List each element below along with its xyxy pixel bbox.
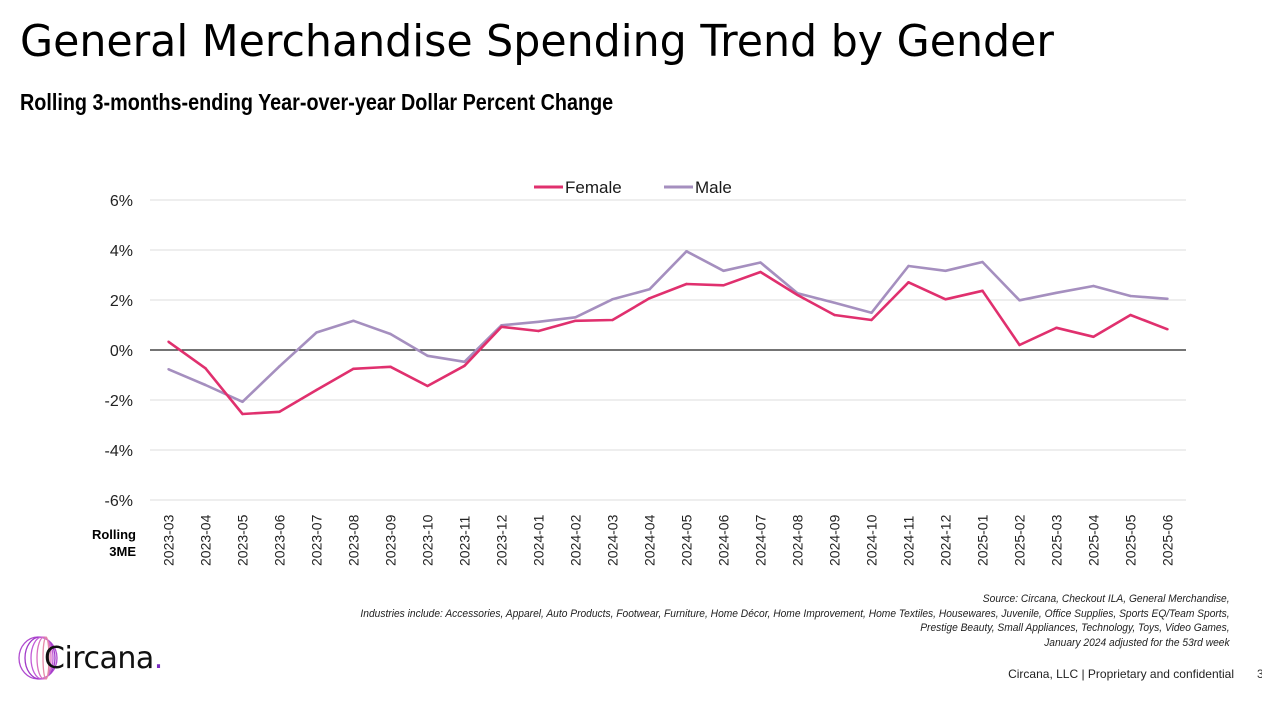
x-tick-label: 2024-11 xyxy=(901,515,917,566)
data-point-male xyxy=(722,269,725,272)
y-tick-label: -4% xyxy=(105,443,133,460)
data-point-male xyxy=(944,269,947,272)
y-tick-label: 4% xyxy=(110,243,133,260)
circana-logo: Circana. xyxy=(16,634,163,682)
data-point-male xyxy=(537,320,540,323)
data-point-male xyxy=(981,260,984,264)
source-line: January 2024 adjusted for the 53rd week xyxy=(1044,636,1230,649)
x-tick-label: 2024-03 xyxy=(605,514,621,566)
x-tick-label: 2023-06 xyxy=(272,514,288,566)
series-line-male xyxy=(167,250,1168,404)
x-tick-label: 2023-09 xyxy=(383,514,399,566)
data-point-male xyxy=(648,288,651,291)
x-tick-label: 2024-09 xyxy=(827,514,843,566)
footer-confidential: Circana, LLC | Proprietary and confident… xyxy=(1008,667,1234,681)
logo-name: Circana xyxy=(44,640,154,676)
x-axis-label-line1: Rolling xyxy=(92,527,136,542)
x-tick-label: 2024-07 xyxy=(753,514,769,566)
data-point-male xyxy=(463,360,466,363)
x-tick-label: 2025-03 xyxy=(1049,514,1065,566)
gridlines xyxy=(150,199,1186,501)
x-tick-label: 2024-05 xyxy=(679,514,695,566)
x-tick-label: 2023-07 xyxy=(309,514,325,566)
x-tick-label: 2024-10 xyxy=(864,514,880,566)
series-line-female xyxy=(167,270,1168,416)
y-tick-label: 0% xyxy=(110,343,133,360)
x-tick-label: 2024-04 xyxy=(642,514,658,566)
page-subtitle: Rolling 3-months-ending Year-over-year D… xyxy=(20,89,614,115)
data-point-male xyxy=(833,301,836,304)
y-tick-label: -6% xyxy=(105,493,133,510)
data-point-male xyxy=(611,298,614,301)
x-axis-label-line2: 3ME xyxy=(109,544,136,559)
data-point-male xyxy=(389,332,392,336)
x-tick-label: 2023-03 xyxy=(161,514,177,566)
data-point-male xyxy=(241,400,244,403)
data-point-male xyxy=(1166,297,1169,300)
data-point-male xyxy=(759,261,762,264)
data-point-male xyxy=(1129,294,1132,298)
legend: Female Male xyxy=(534,178,732,197)
legend-label-female: Female xyxy=(565,178,622,197)
data-point-male xyxy=(167,368,170,371)
page-number: 3 xyxy=(1257,667,1262,681)
source-line: Prestige Beauty, Small Appliances, Techn… xyxy=(920,622,1230,634)
data-point-male xyxy=(426,354,429,357)
x-axis-ticks: 2023-03 2023-04 2023-05 2023-06 2023-07 2023-… xyxy=(161,514,1176,566)
source-notes: Source: Circana, Checkout ILA, General M… xyxy=(295,592,1230,650)
data-point-male xyxy=(204,383,207,387)
data-point-male xyxy=(685,250,688,253)
data-point-male xyxy=(1018,299,1021,302)
x-tick-label: 2023-12 xyxy=(494,514,510,566)
x-tick-label: 2024-08 xyxy=(790,514,806,566)
logo-wordmark: Circana. xyxy=(44,641,163,676)
legend-label-male: Male xyxy=(695,178,732,197)
data-point-male xyxy=(574,316,577,319)
y-axis-ticks: 6% 4% 2% 0% -2% -4% -6% xyxy=(105,193,133,510)
logo-sphere-icon xyxy=(18,636,58,680)
data-point-male xyxy=(278,365,281,368)
data-point-male xyxy=(907,264,910,268)
y-tick-label: 2% xyxy=(110,293,133,310)
x-tick-label: 2024-06 xyxy=(716,514,732,566)
page-title: General Merchandise Spending Trend by Ge… xyxy=(20,16,1054,67)
x-tick-label: 2024-02 xyxy=(568,514,584,566)
data-point-male xyxy=(870,311,873,314)
data-point-male xyxy=(1092,284,1095,288)
series-lines xyxy=(167,250,1169,416)
logo-dot: . xyxy=(153,640,164,676)
x-tick-label: 2023-08 xyxy=(346,514,362,566)
x-tick-label: 2023-05 xyxy=(235,514,251,566)
data-point-male xyxy=(1055,291,1058,294)
x-tick-label: 2024-12 xyxy=(938,514,954,566)
x-tick-label: 2025-04 xyxy=(1086,514,1102,566)
x-tick-label: 2024-01 xyxy=(531,514,547,566)
x-tick-label: 2023-04 xyxy=(198,514,214,566)
data-point-male xyxy=(352,319,355,322)
y-tick-label: 6% xyxy=(110,193,133,210)
x-tick-label: 2025-06 xyxy=(1160,514,1176,566)
source-line: Source: Circana, Checkout ILA, General M… xyxy=(983,593,1230,605)
y-tick-label: -2% xyxy=(105,393,133,410)
source-line: Industries include: Accessories, Apparel… xyxy=(360,607,1230,620)
x-tick-label: 2025-05 xyxy=(1123,514,1139,566)
x-tick-label: 2023-10 xyxy=(420,514,436,566)
x-tick-label: 2025-01 xyxy=(975,514,991,566)
x-tick-label: 2025-02 xyxy=(1012,514,1028,566)
x-tick-label: 2023-11 xyxy=(457,515,473,566)
data-point-male xyxy=(315,331,318,334)
